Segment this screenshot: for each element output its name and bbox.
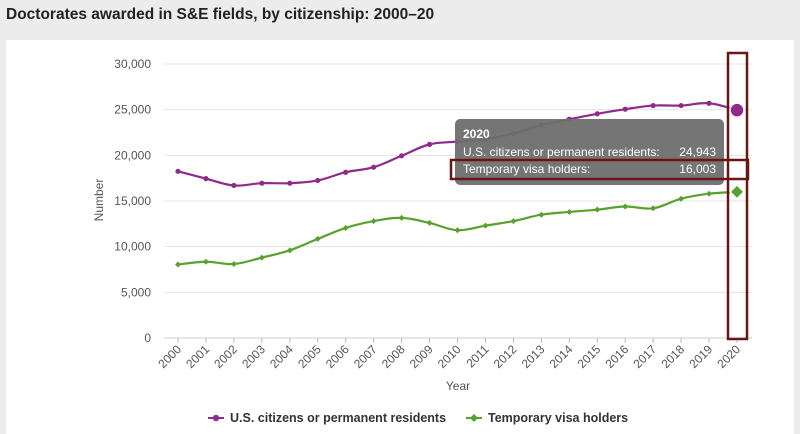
data-point[interactable]	[594, 111, 600, 117]
data-point[interactable]	[650, 205, 657, 212]
data-point[interactable]	[426, 219, 433, 226]
data-point[interactable]	[203, 176, 209, 182]
x-tick-label: 2013	[519, 342, 548, 371]
x-axis-ticks: 2000 2001 2002 2003 2004 2005 2006 2007 2008 2009…	[155, 338, 743, 371]
y-tick-label: 5,000	[121, 285, 151, 299]
data-point[interactable]	[342, 224, 349, 231]
data-point[interactable]	[287, 180, 293, 186]
tooltip-row-label: Temporary visa holders:	[463, 162, 590, 176]
y-axis-label: Number	[92, 179, 106, 222]
x-tick-label: 2005	[295, 342, 324, 371]
y-tick-label: 25,000	[114, 103, 151, 117]
tooltip-title: 2020	[463, 127, 490, 141]
y-tick-label: 0	[144, 331, 151, 345]
x-tick-label: 2003	[239, 342, 268, 371]
y-tick-label: 30,000	[114, 57, 151, 71]
x-tick-label: 2017	[630, 342, 659, 371]
data-point[interactable]	[706, 100, 712, 106]
data-point[interactable]	[729, 102, 745, 118]
data-point[interactable]	[426, 141, 433, 147]
x-tick-label: 2008	[379, 342, 408, 371]
x-tick-label: 2004	[267, 342, 296, 371]
data-point[interactable]	[566, 208, 573, 215]
data-point[interactable]	[315, 177, 321, 184]
data-point[interactable]	[728, 183, 746, 200]
x-tick-label: 2012	[491, 342, 520, 371]
legend-marker-1	[470, 414, 478, 422]
data-point[interactable]	[371, 164, 377, 170]
data-point[interactable]	[650, 102, 656, 109]
legend-marker-0	[212, 414, 220, 422]
data-point[interactable]	[706, 190, 713, 197]
data-point[interactable]	[314, 235, 321, 242]
data-point[interactable]	[370, 218, 377, 225]
data-point[interactable]	[482, 222, 489, 229]
x-tick-label: 2018	[658, 342, 687, 371]
page-title: Doctorates awarded in S&E fields, by cit…	[6, 6, 435, 23]
data-point[interactable]	[258, 254, 265, 261]
year-highlight-box	[726, 51, 749, 341]
data-point[interactable]	[286, 247, 293, 254]
data-point[interactable]	[510, 218, 517, 225]
data-point[interactable]	[230, 261, 237, 268]
y-axis-ticks: 0 5,000 10,000 15,000 20,000 25,000 30,000	[114, 57, 151, 345]
x-tick-label: 2014	[547, 342, 576, 371]
highlight-box	[726, 51, 749, 341]
x-tick-label: 2016	[603, 342, 632, 371]
legend: U.S. citizens or permanent residents Temp…	[208, 411, 628, 425]
x-tick-label: 2020	[714, 342, 743, 371]
x-tick-label: 2019	[686, 342, 715, 371]
data-point[interactable]	[399, 153, 405, 159]
legend-item-1[interactable]: Temporary visa holders	[488, 411, 628, 425]
data-point[interactable]	[398, 214, 405, 221]
data-point[interactable]	[454, 227, 461, 234]
data-point[interactable]	[678, 195, 685, 202]
y-tick-label: 10,000	[114, 240, 151, 254]
data-point[interactable]	[594, 206, 601, 213]
data-point[interactable]	[622, 203, 629, 210]
y-tick-label: 20,000	[114, 148, 151, 162]
x-tick-label: 2011	[463, 342, 491, 370]
x-tick-label: 2006	[323, 342, 352, 371]
data-point[interactable]	[175, 168, 181, 174]
x-tick-label: 2015	[575, 342, 604, 371]
tooltip: 2020 U.S. citizens or permanent residents…	[449, 119, 750, 185]
x-tick-label: 2007	[351, 342, 380, 371]
x-tick-label: 2002	[211, 342, 240, 371]
y-tick-label: 15,000	[114, 194, 151, 208]
data-point[interactable]	[175, 261, 181, 268]
x-axis-label: Year	[446, 379, 470, 393]
data-point[interactable]	[259, 180, 265, 186]
tooltip-row-label: U.S. citizens or permanent residents:	[463, 145, 660, 159]
data-point[interactable]	[622, 106, 628, 112]
x-tick-label: 2001	[183, 342, 212, 371]
tooltip-row-value: 16,003	[679, 162, 716, 176]
x-tick-label: 2009	[407, 342, 436, 371]
data-point[interactable]	[678, 102, 684, 109]
x-tick-label: 2000	[155, 342, 184, 371]
data-point[interactable]	[343, 169, 349, 175]
data-point[interactable]	[231, 182, 237, 189]
x-tick-label: 2010	[435, 342, 464, 371]
tooltip-row-value: 24,943	[679, 145, 716, 159]
tooltip-background	[455, 119, 724, 185]
data-point[interactable]	[538, 211, 545, 218]
legend-item-0[interactable]: U.S. citizens or permanent residents	[230, 411, 446, 425]
data-point[interactable]	[202, 258, 209, 265]
